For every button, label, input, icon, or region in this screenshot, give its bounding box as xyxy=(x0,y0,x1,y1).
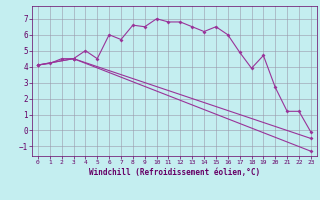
X-axis label: Windchill (Refroidissement éolien,°C): Windchill (Refroidissement éolien,°C) xyxy=(89,168,260,177)
